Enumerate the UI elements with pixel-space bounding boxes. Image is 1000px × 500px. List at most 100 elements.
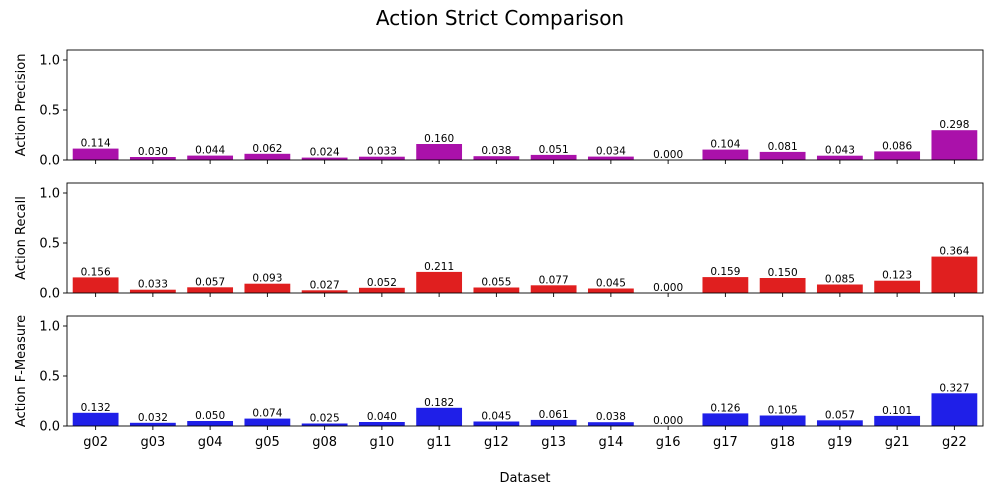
- bar-g08: [301, 423, 348, 426]
- bar-g18: [759, 151, 806, 160]
- bar-g14: [587, 288, 634, 293]
- bar-g04: [187, 421, 234, 426]
- x-tick-label: g18: [770, 435, 795, 450]
- data-label-g19: 0.057: [825, 409, 855, 421]
- bar-g03: [129, 157, 176, 160]
- data-label-g08: 0.027: [310, 279, 340, 291]
- data-label-g14: 0.045: [596, 278, 626, 290]
- data-label-g10: 0.052: [367, 277, 397, 289]
- x-tick-label: g03: [140, 435, 165, 450]
- data-label-g05: 0.074: [252, 408, 282, 420]
- y-tick-label: 1.0: [39, 187, 60, 202]
- y-tick-label: 0.0: [39, 420, 60, 435]
- bar-g19: [816, 155, 863, 160]
- data-label-g18: 0.150: [768, 267, 798, 279]
- bar-g11: [416, 271, 463, 293]
- bar-g17: [702, 149, 749, 160]
- bar-g12: [473, 287, 520, 293]
- data-label-g19: 0.085: [825, 274, 855, 286]
- bar-g03: [129, 289, 176, 293]
- data-label-g11: 0.211: [424, 261, 454, 273]
- data-label-g17: 0.159: [710, 266, 740, 278]
- bar-g14: [587, 156, 634, 160]
- bar-g05: [244, 418, 291, 426]
- bar-g21: [874, 280, 921, 293]
- y-axis-label: Action Precision: [14, 54, 29, 157]
- axes-frame: [66, 182, 984, 294]
- x-tick-label: g05: [255, 435, 280, 450]
- x-tick-label: g10: [369, 435, 394, 450]
- chart-title: Action Strict Comparison: [375, 6, 625, 30]
- bar-g21: [874, 151, 921, 160]
- data-label-g13: 0.077: [539, 274, 569, 286]
- y-axis-label: Action F-Measure: [14, 315, 29, 427]
- bar-g22: [931, 393, 978, 426]
- y-tick-label: 1.0: [39, 54, 60, 69]
- data-label-g14: 0.034: [596, 146, 626, 158]
- x-tick-label: g21: [885, 435, 910, 450]
- bar-g08: [301, 157, 348, 160]
- data-label-g18: 0.105: [768, 405, 798, 417]
- x-axis-label: Dataset: [500, 471, 551, 486]
- bar-g11: [416, 144, 463, 160]
- data-label-g17: 0.126: [710, 402, 740, 414]
- data-label-g22: 0.327: [939, 382, 969, 394]
- bar-g11: [416, 407, 463, 426]
- data-label-g11: 0.182: [424, 397, 454, 409]
- y-tick-label: 0.0: [39, 287, 60, 302]
- axes-frame: [66, 49, 984, 161]
- data-label-g02: 0.156: [81, 266, 111, 278]
- data-label-g05: 0.062: [252, 143, 282, 155]
- x-tick-label: g11: [427, 435, 452, 450]
- data-label-g02: 0.132: [81, 402, 111, 414]
- bar-g04: [187, 287, 234, 293]
- bar-g12: [473, 156, 520, 160]
- data-label-g19: 0.043: [825, 145, 855, 157]
- data-label-g17: 0.104: [710, 139, 740, 151]
- data-label-g04: 0.050: [195, 410, 225, 422]
- y-axis-label: Action Recall: [14, 196, 29, 280]
- data-label-g22: 0.364: [939, 246, 969, 258]
- data-label-g10: 0.033: [367, 146, 397, 158]
- data-label-g13: 0.061: [539, 409, 569, 421]
- data-label-g13: 0.051: [539, 144, 569, 156]
- y-tick-label: 0.0: [39, 154, 60, 169]
- data-label-g18: 0.081: [768, 141, 798, 153]
- data-label-g03: 0.033: [138, 279, 168, 291]
- bar-g02: [72, 148, 119, 160]
- x-tick-label: g04: [198, 435, 223, 450]
- data-label-g21: 0.123: [882, 270, 912, 282]
- bar-g10: [358, 287, 405, 293]
- x-tick-label: g19: [827, 435, 852, 450]
- data-label-g11: 0.160: [424, 133, 454, 145]
- bar-g03: [129, 422, 176, 426]
- bar-g17: [702, 277, 749, 293]
- data-label-g22: 0.298: [939, 119, 969, 131]
- x-tick-label: g13: [541, 435, 566, 450]
- axes-frame: [66, 315, 984, 427]
- y-tick-label: 0.5: [39, 104, 60, 119]
- bar-g13: [530, 419, 577, 426]
- bar-g19: [816, 420, 863, 426]
- bar-g22: [931, 256, 978, 293]
- data-label-g16: 0.000: [653, 415, 683, 427]
- data-label-g04: 0.057: [195, 276, 225, 288]
- data-label-g04: 0.044: [195, 145, 225, 157]
- x-tick-label: g16: [656, 435, 681, 450]
- bar-g02: [72, 412, 119, 426]
- bar-g19: [816, 284, 863, 293]
- x-tick-label: g08: [312, 435, 337, 450]
- bar-g10: [358, 422, 405, 426]
- data-label-g16: 0.000: [653, 149, 683, 161]
- y-tick-label: 0.5: [39, 237, 60, 252]
- bar-g21: [874, 415, 921, 426]
- data-label-g12: 0.045: [481, 411, 511, 423]
- data-label-g05: 0.093: [252, 273, 282, 285]
- bar-g04: [187, 155, 234, 160]
- bar-g02: [72, 277, 119, 293]
- data-label-g02: 0.114: [81, 138, 111, 150]
- bar-g13: [530, 285, 577, 293]
- x-tick-label: g22: [942, 435, 967, 450]
